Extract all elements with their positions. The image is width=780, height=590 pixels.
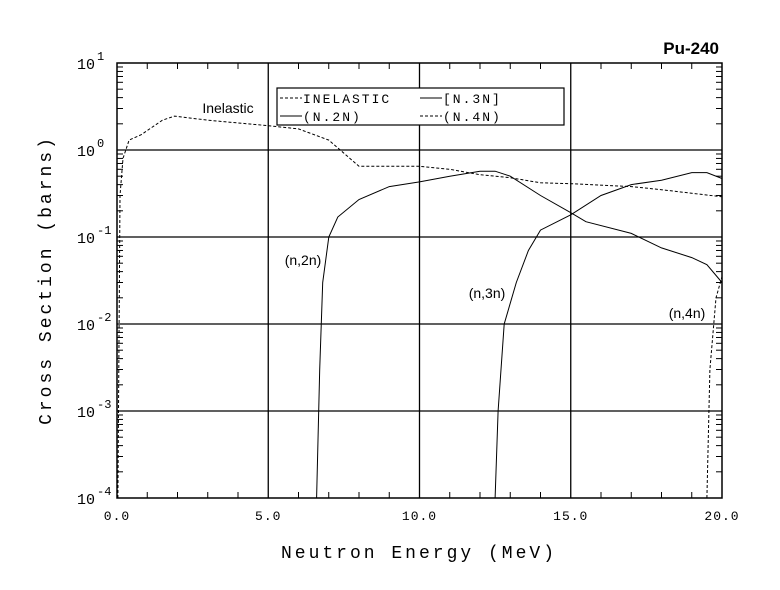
series-line-n3n xyxy=(494,172,723,499)
series-annotation: Inelastic xyxy=(202,100,253,116)
y-tick-base: 10 xyxy=(77,231,95,248)
series-annotation: (n,2n) xyxy=(285,252,322,268)
series-line-n2n xyxy=(316,170,723,499)
legend: INELASTIC [N.3N] (N.2N) (N.4N) xyxy=(276,87,565,126)
x-tick-label: 20.0 xyxy=(704,509,739,524)
y-tick-exponent: -4 xyxy=(97,485,111,499)
y-tick-base: 10 xyxy=(77,57,95,74)
y-axis-label: Cross Section (barns) xyxy=(37,135,57,425)
y-tick-exponent: 1 xyxy=(97,50,104,64)
y-tick-label: 10 -4 xyxy=(77,485,111,509)
x-tick-label: 15.0 xyxy=(553,509,588,524)
x-tick-label: 0.0 xyxy=(104,509,130,524)
legend-label: INELASTIC xyxy=(303,92,391,107)
y-tick-label: 10 1 xyxy=(77,50,104,74)
x-tick-label: 10.0 xyxy=(402,509,437,524)
y-tick-base: 10 xyxy=(77,318,95,335)
y-tick-label: 10 -2 xyxy=(77,311,111,335)
series-line-n4n xyxy=(706,276,723,499)
legend-label: (N.2N) xyxy=(303,110,362,125)
series-annotation: (n,4n) xyxy=(669,305,706,321)
y-tick-exponent: 0 xyxy=(97,137,104,151)
legend-box xyxy=(276,87,565,126)
legend-label: [N.3N] xyxy=(443,92,502,107)
y-tick-base: 10 xyxy=(77,144,95,161)
y-tick-label: 10 -3 xyxy=(77,398,111,422)
y-tick-base: 10 xyxy=(77,405,95,422)
series-line-inelastic xyxy=(117,115,723,499)
x-axis-label: Neutron Energy (MeV) xyxy=(281,544,557,564)
chart-title: Pu-240 xyxy=(663,39,719,58)
y-tick-label: 10 -1 xyxy=(77,224,111,248)
y-tick-exponent: -2 xyxy=(97,311,111,325)
legend-label: (N.4N) xyxy=(443,110,502,125)
y-tick-label: 10 0 xyxy=(77,137,104,161)
y-tick-exponent: -1 xyxy=(97,224,111,238)
y-tick-base: 10 xyxy=(77,492,95,509)
series-annotation: (n,3n) xyxy=(469,285,506,301)
y-tick-exponent: -3 xyxy=(97,398,111,412)
x-tick-label: 5.0 xyxy=(255,509,281,524)
